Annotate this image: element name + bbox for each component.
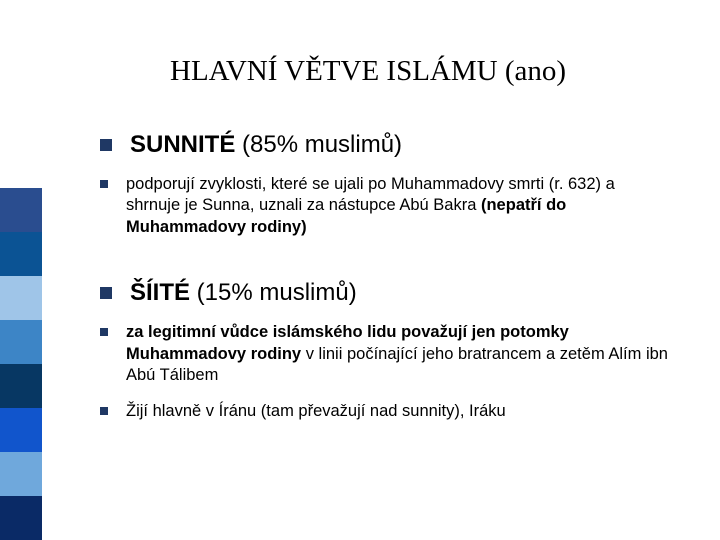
list-item: Žijí hlavně v Íránu (tam převažují nad s… — [100, 401, 670, 422]
sidebar-block — [0, 232, 42, 276]
square-bullet-icon — [100, 287, 112, 299]
square-bullet-icon — [100, 180, 108, 188]
spacer — [100, 252, 670, 278]
sidebar-block — [0, 452, 42, 496]
sidebar-block — [0, 364, 42, 408]
list-item: ŠÍITÉ (15% muslimů) — [100, 278, 670, 308]
list-item-text: Žijí hlavně v Íránu (tam převažují nad s… — [126, 401, 506, 422]
sidebar-block — [0, 276, 42, 320]
sidebar-block — [0, 188, 42, 232]
list-item-text: SUNNITÉ (85% muslimů) — [130, 130, 402, 160]
sidebar-block — [0, 320, 42, 364]
slide: HLAVNÍ VĚTVE ISLÁMU (ano) SUNNITÉ (85% m… — [0, 0, 720, 540]
list-item: SUNNITÉ (85% muslimů) — [100, 130, 670, 160]
list-item-text: ŠÍITÉ (15% muslimů) — [130, 278, 357, 308]
list-item: podporují zvyklosti, které se ujali po M… — [100, 174, 670, 238]
list-item-text: za legitimní vůdce islámského lidu považ… — [126, 322, 670, 386]
sidebar-block — [0, 408, 42, 452]
decorative-sidebar — [0, 188, 42, 540]
sidebar-block — [0, 496, 42, 540]
list-item-text: podporují zvyklosti, které se ujali po M… — [126, 174, 670, 238]
slide-title: HLAVNÍ VĚTVE ISLÁMU (ano) — [170, 55, 566, 88]
slide-content: SUNNITÉ (85% muslimů) podporují zvyklosti… — [100, 130, 670, 436]
square-bullet-icon — [100, 328, 108, 336]
square-bullet-icon — [100, 407, 108, 415]
list-item: za legitimní vůdce islámského lidu považ… — [100, 322, 670, 386]
square-bullet-icon — [100, 139, 112, 151]
